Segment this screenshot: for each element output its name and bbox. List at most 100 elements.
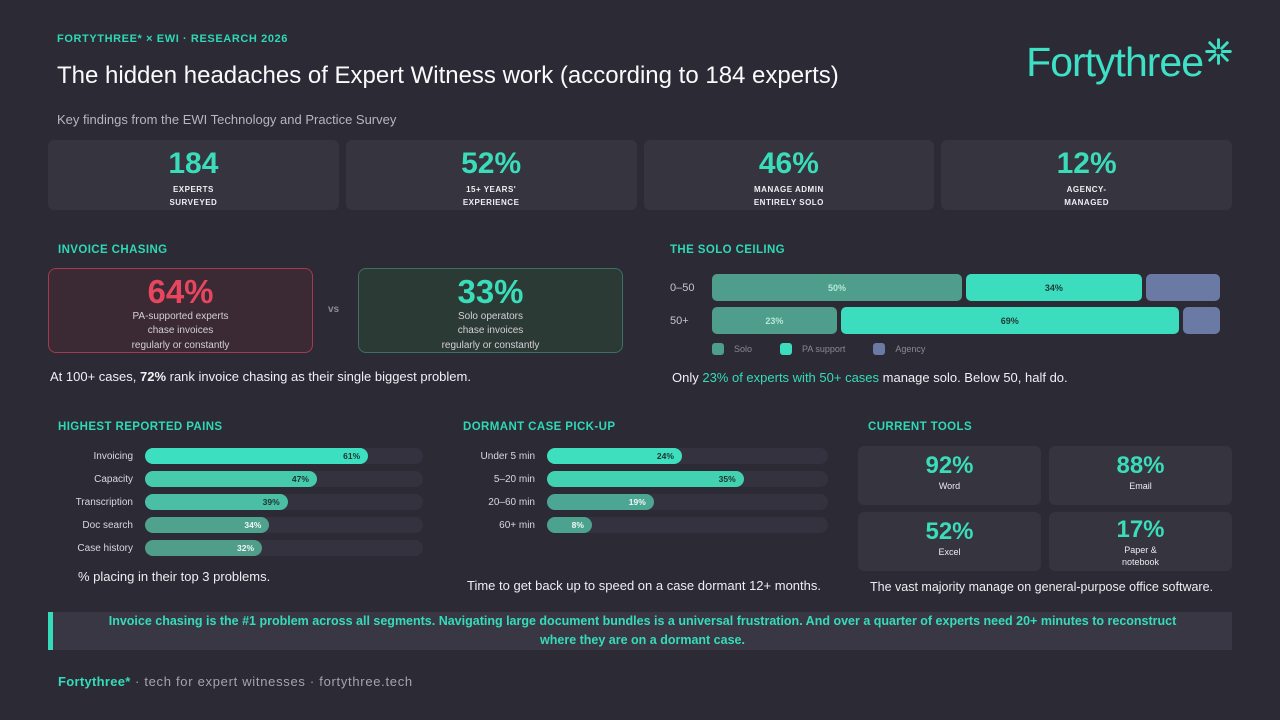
legend-label: Agency [895,344,926,354]
invoice-card-description: PA-supported experts chase invoices regula… [131,311,230,351]
callout-text: Invoice chasing is the #1 problem across… [108,613,1177,647]
bar-segment-solo: 50% [712,274,962,301]
invoice-card-value: 64% [147,273,214,310]
stat-label: EXPERTS SURVEYED [169,184,218,207]
bar: 8% [547,517,592,533]
tools-caption: The vast majority manage on general-purp… [870,580,1214,594]
solo-ceiling-chart: 0–50 50% 34% 50+ 23% 69% Solo PA support Agency [670,274,1221,355]
chart-row: Invoicing 61% [58,448,423,464]
segment-value-label: 69% [1000,315,1019,326]
tool-value: 52% [925,518,974,545]
tool-value: 92% [925,452,974,479]
dormant-heading: DORMANT CASE PICK-UP [463,421,616,433]
chart-row: 20–60 min 19% [455,494,828,510]
bar: 47% [145,471,317,487]
bar: 39% [145,494,288,510]
ceiling-row: 0–50 50% 34% [670,274,1220,301]
chart-row: 60+ min 8% [455,517,828,533]
bar: 35% [547,471,744,487]
pains-chart: Invoicing 61% Capacity 47% Transcription 39% D… [58,448,423,563]
key-takeaway-callout: Invoice chasing is the #1 problem across… [48,612,1232,650]
stat-card: 46% MANAGE ADMIN ENTIRELY SOLO [643,140,935,210]
tool-label: Email [1129,481,1152,492]
bar-category-label: Transcription [75,496,133,508]
page-subtitle: Key findings from the EWI Technology and… [57,112,397,127]
ceiling-legend: Solo PA support Agency [712,343,1220,355]
bar-category-label: 20–60 min [488,496,535,508]
solo-ceiling-caption: Only 23% of experts with 50+ cases manag… [672,370,1068,385]
segment-value-label: 50% [827,282,846,293]
footer-brand: Fortythree* [58,674,131,689]
bar: 24% [547,448,682,464]
chart-row: 5–20 min 35% [455,471,828,487]
invoice-chasing-heading: INVOICE CHASING [58,244,168,256]
stat-value: 12% [1056,147,1117,180]
bar-track: 39% [145,494,423,510]
bar-value-label: 19% [628,497,646,507]
footer-separator: · [134,674,140,689]
bar-category-label: Case history [77,542,133,554]
pains-heading: HIGHEST REPORTED PAINS [58,421,223,433]
dormant-caption: Time to get back up to speed on a case d… [467,578,821,593]
bar-segment-solo: 23% [712,307,837,334]
bar-track: 32% [145,540,423,556]
chart-row: Under 5 min 24% [455,448,828,464]
bar-category-label: Capacity [94,473,133,485]
legend-item-agency: Agency [873,343,925,355]
bar-value-label: 35% [718,474,736,484]
bar-segment-agency [1145,274,1220,301]
segment-value-label: 34% [1044,282,1063,293]
caption-highlight: 23% of experts with 50+ cases [702,370,880,385]
tool-label: Word [938,481,961,492]
caption-prefix: Only [672,370,703,385]
bar-track: 47% [145,471,423,487]
legend-item-pa: PA support [780,343,845,355]
bar-segment-agency [1182,307,1221,334]
bar-category-label: Doc search [82,519,133,531]
footer-url: fortythree.tech [319,674,413,689]
chart-row: Doc search 34% [58,517,423,533]
bar-track: 24% [547,448,828,464]
stacked-bar: 50% 34% [712,274,1220,301]
ceiling-rows: 0–50 50% 34% 50+ 23% 69% [670,274,1221,334]
chart-row: Capacity 47% [58,471,423,487]
stat-value: 184 [168,147,219,180]
tool-card: 52% Excel [858,512,1041,571]
bar-category-label: 5–20 min [493,473,535,485]
bar: 34% [145,517,270,533]
ceiling-row-label: 50+ [670,314,689,327]
invoice-card-pa-supported: 64% PA-supported experts chase invoices re… [48,268,313,353]
stats-row: 184 EXPERTS SURVEYED 52% 15+ YEARS' EXPERIENC… [48,140,1232,210]
tool-value: 17% [1116,516,1165,543]
stat-value: 46% [758,147,819,180]
ceiling-row-label: 0–50 [670,281,695,294]
bar-track: 19% [547,494,828,510]
chart-row: Case history 32% [58,540,423,556]
bar: 19% [547,494,654,510]
footer-separator: · [309,674,315,689]
eyebrow-text: FORTYTHREE* × EWI · RESEARCH 2026 [57,33,288,45]
caption-suffix: rank invoice chasing as their single big… [166,369,471,384]
bar-track: 35% [547,471,828,487]
pains-caption: % placing in their top 3 problems. [78,569,271,584]
caption-suffix: manage solo. Below 50, half do. [879,370,1068,385]
tools-heading: CURRENT TOOLS [868,421,973,433]
bar-segment-pa: 34% [966,274,1142,301]
chart-row: Transcription 39% [58,494,423,510]
bar-category-label: Under 5 min [480,450,535,462]
bar: 32% [145,540,263,556]
solo-ceiling-heading: THE SOLO CEILING [670,244,786,256]
invoice-caption: At 100+ cases, 72% rank invoice chasing … [50,369,471,384]
asterisk-starburst-icon [1205,38,1232,70]
bar-segment-pa: 69% [840,307,1179,334]
bar-value-label: 47% [291,474,309,484]
bar-value-label: 61% [343,451,361,461]
stat-card: 52% 15+ YEARS' EXPERIENCE [345,140,637,210]
legend-label: PA support [802,344,846,354]
invoice-comparison: 64% PA-supported experts chase invoices re… [48,268,623,353]
stat-card: 184 EXPERTS SURVEYED [48,140,339,210]
bar-value-label: 8% [571,520,584,530]
bar-track: 61% [145,448,423,464]
tools-grid: 92% Word 88% Email 52% Excel 17% Paper & noteboo… [858,446,1232,571]
